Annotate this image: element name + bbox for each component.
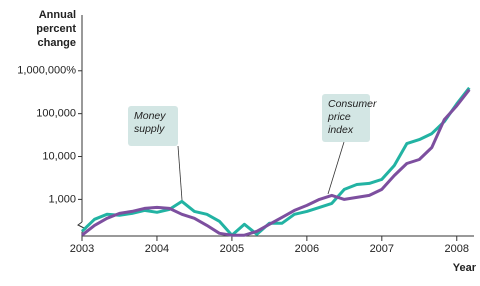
y-tick-label: 10,000 — [42, 150, 76, 162]
y-tick-label: 1,000,000% — [17, 65, 76, 77]
line-series — [81, 88, 471, 237]
x-tick-label: 2004 — [145, 243, 169, 255]
annotation: Money supply — [128, 106, 178, 146]
y-tick-label: 100,000 — [36, 108, 76, 120]
line-series — [80, 86, 471, 237]
x-axis-label: Year — [452, 262, 476, 274]
x-tick-label: 2006 — [295, 243, 319, 255]
y-axis-label: Annual percent change — [36, 9, 76, 49]
y-tick-label: 1,000 — [48, 193, 76, 205]
x-tick-label: 2008 — [445, 243, 469, 255]
x-tick-label: 2007 — [370, 243, 394, 255]
x-tick-label: 2005 — [220, 243, 244, 255]
x-tick-label: 2003 — [70, 243, 94, 255]
annotation-pointer — [177, 145, 183, 201]
annotation: Consumer price index — [322, 94, 376, 142]
annotation-pointer — [327, 141, 345, 195]
